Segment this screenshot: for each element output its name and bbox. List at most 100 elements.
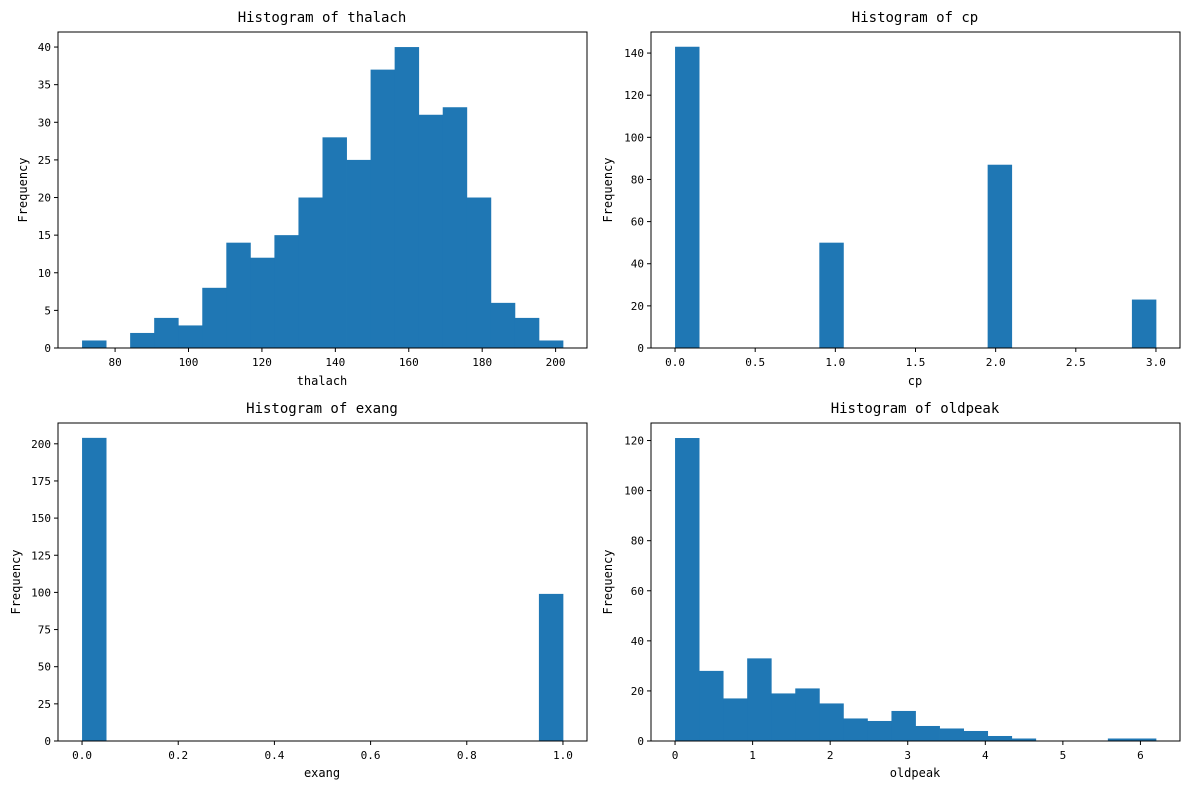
x-tick-label: 140	[325, 356, 345, 369]
y-tick-label: 120	[624, 89, 644, 102]
histogram-bar	[1131, 299, 1157, 348]
histogram-bar	[394, 47, 420, 349]
bars	[82, 47, 564, 349]
y-tick-label: 75	[38, 624, 51, 637]
y-tick-label: 40	[38, 41, 51, 54]
histogram-bar	[963, 730, 989, 741]
x-axis-label: thalach	[297, 374, 348, 388]
x-tick-label: 200	[546, 356, 566, 369]
x-tick-label: 0.4	[264, 749, 284, 762]
y-tick-label: 20	[631, 300, 644, 313]
x-axis-label: cp	[908, 374, 922, 388]
histogram-bar	[346, 159, 371, 348]
bars	[675, 46, 1157, 348]
bars	[82, 437, 564, 741]
y-tick-label: 10	[38, 267, 51, 280]
histogram-bar	[130, 332, 155, 348]
y-tick-label: 100	[624, 131, 644, 144]
histogram-bar	[298, 197, 323, 348]
x-tick-label: 0.0	[665, 356, 685, 369]
y-tick-label: 175	[31, 475, 51, 488]
y-tick-label: 60	[631, 585, 644, 598]
y-tick-label: 80	[631, 173, 644, 186]
histogram-bar	[723, 698, 748, 741]
axes-frame	[57, 422, 588, 742]
histogram-bar	[987, 164, 1013, 348]
chart-title: Histogram of oldpeak	[831, 401, 1000, 417]
x-tick-label: 2.5	[1066, 356, 1086, 369]
histogram-bar	[771, 693, 796, 741]
histogram-bar	[322, 137, 347, 348]
histogram-bar	[915, 725, 940, 741]
histogram-bar	[466, 197, 492, 348]
x-tick-label: 100	[179, 356, 199, 369]
histogram-bar	[675, 46, 700, 348]
y-tick-label: 20	[631, 685, 644, 698]
y-tick-label: 15	[38, 229, 51, 242]
histogram-panel-oldpeak: Histogram of oldpeak oldpeak Frequency 0…	[601, 401, 1181, 780]
x-tick-label: 0.6	[361, 749, 381, 762]
y-tick-label: 40	[631, 258, 644, 271]
y-tick-label: 140	[624, 47, 644, 60]
histogram-bar	[490, 302, 516, 348]
chart-title: Histogram of exang	[246, 401, 398, 417]
x-tick-label: 0.2	[168, 749, 188, 762]
histogram-bar	[1131, 738, 1157, 741]
y-tick-label: 0	[637, 735, 644, 748]
y-tick-label: 80	[631, 535, 644, 548]
histogram-bar	[226, 242, 251, 348]
y-tick-label: 20	[38, 192, 51, 205]
x-tick-label: 0.0	[72, 749, 92, 762]
histogram-bar	[538, 593, 564, 741]
histogram-bar	[538, 340, 564, 348]
histogram-bar	[154, 317, 179, 348]
chart-title: Histogram of thalach	[238, 10, 407, 26]
y-tick-label: 25	[38, 154, 51, 167]
histogram-bar	[442, 107, 468, 349]
histogram-bar	[987, 735, 1013, 741]
y-axis-label: Frequency	[601, 157, 615, 222]
y-tick-label: 35	[38, 79, 51, 92]
histogram-bar	[82, 340, 107, 348]
axes-frame	[57, 31, 588, 349]
y-tick-label: 100	[31, 586, 51, 599]
y-tick-label: 200	[31, 438, 51, 451]
y-tick-label: 25	[38, 698, 51, 711]
chart-title: Histogram of cp	[852, 10, 978, 26]
x-tick-label: 0	[672, 749, 679, 762]
x-tick-label: 1.0	[825, 356, 845, 369]
histogram-bar	[939, 728, 964, 741]
y-tick-label: 150	[31, 512, 51, 525]
histogram-bar	[418, 114, 444, 348]
x-tick-label: 2	[827, 749, 834, 762]
histogram-bar	[819, 242, 844, 348]
histogram-bar	[82, 437, 107, 741]
x-tick-label: 2.0	[986, 356, 1006, 369]
histogram-bar	[1011, 738, 1037, 741]
y-tick-label: 60	[631, 216, 644, 229]
y-tick-label: 100	[624, 485, 644, 498]
y-tick-label: 0	[44, 342, 51, 355]
x-tick-label: 0.5	[745, 356, 765, 369]
histogram-bar	[819, 703, 844, 741]
histogram-bar	[274, 235, 299, 348]
x-tick-label: 1.0	[553, 749, 573, 762]
y-tick-label: 5	[44, 304, 51, 317]
x-tick-label: 0.8	[457, 749, 477, 762]
x-tick-label: 5	[1060, 749, 1067, 762]
histogram-panel-exang: Histogram of exang exang Frequency 0.0 0.…	[9, 401, 588, 780]
y-axis-label: Frequency	[16, 157, 30, 222]
histogram-panel-thalach: Histogram of thalach thalach Frequency 8…	[16, 10, 588, 388]
y-axis-label: Frequency	[9, 549, 23, 614]
x-tick-label: 1	[749, 749, 756, 762]
histogram-bar	[891, 710, 916, 741]
bars	[675, 438, 1157, 741]
y-tick-label: 30	[38, 116, 51, 129]
y-axis-label: Frequency	[601, 549, 615, 614]
y-tick-label: 40	[631, 635, 644, 648]
x-tick-label: 180	[472, 356, 492, 369]
y-tick-label: 0	[44, 735, 51, 748]
histogram-bar	[699, 670, 724, 741]
